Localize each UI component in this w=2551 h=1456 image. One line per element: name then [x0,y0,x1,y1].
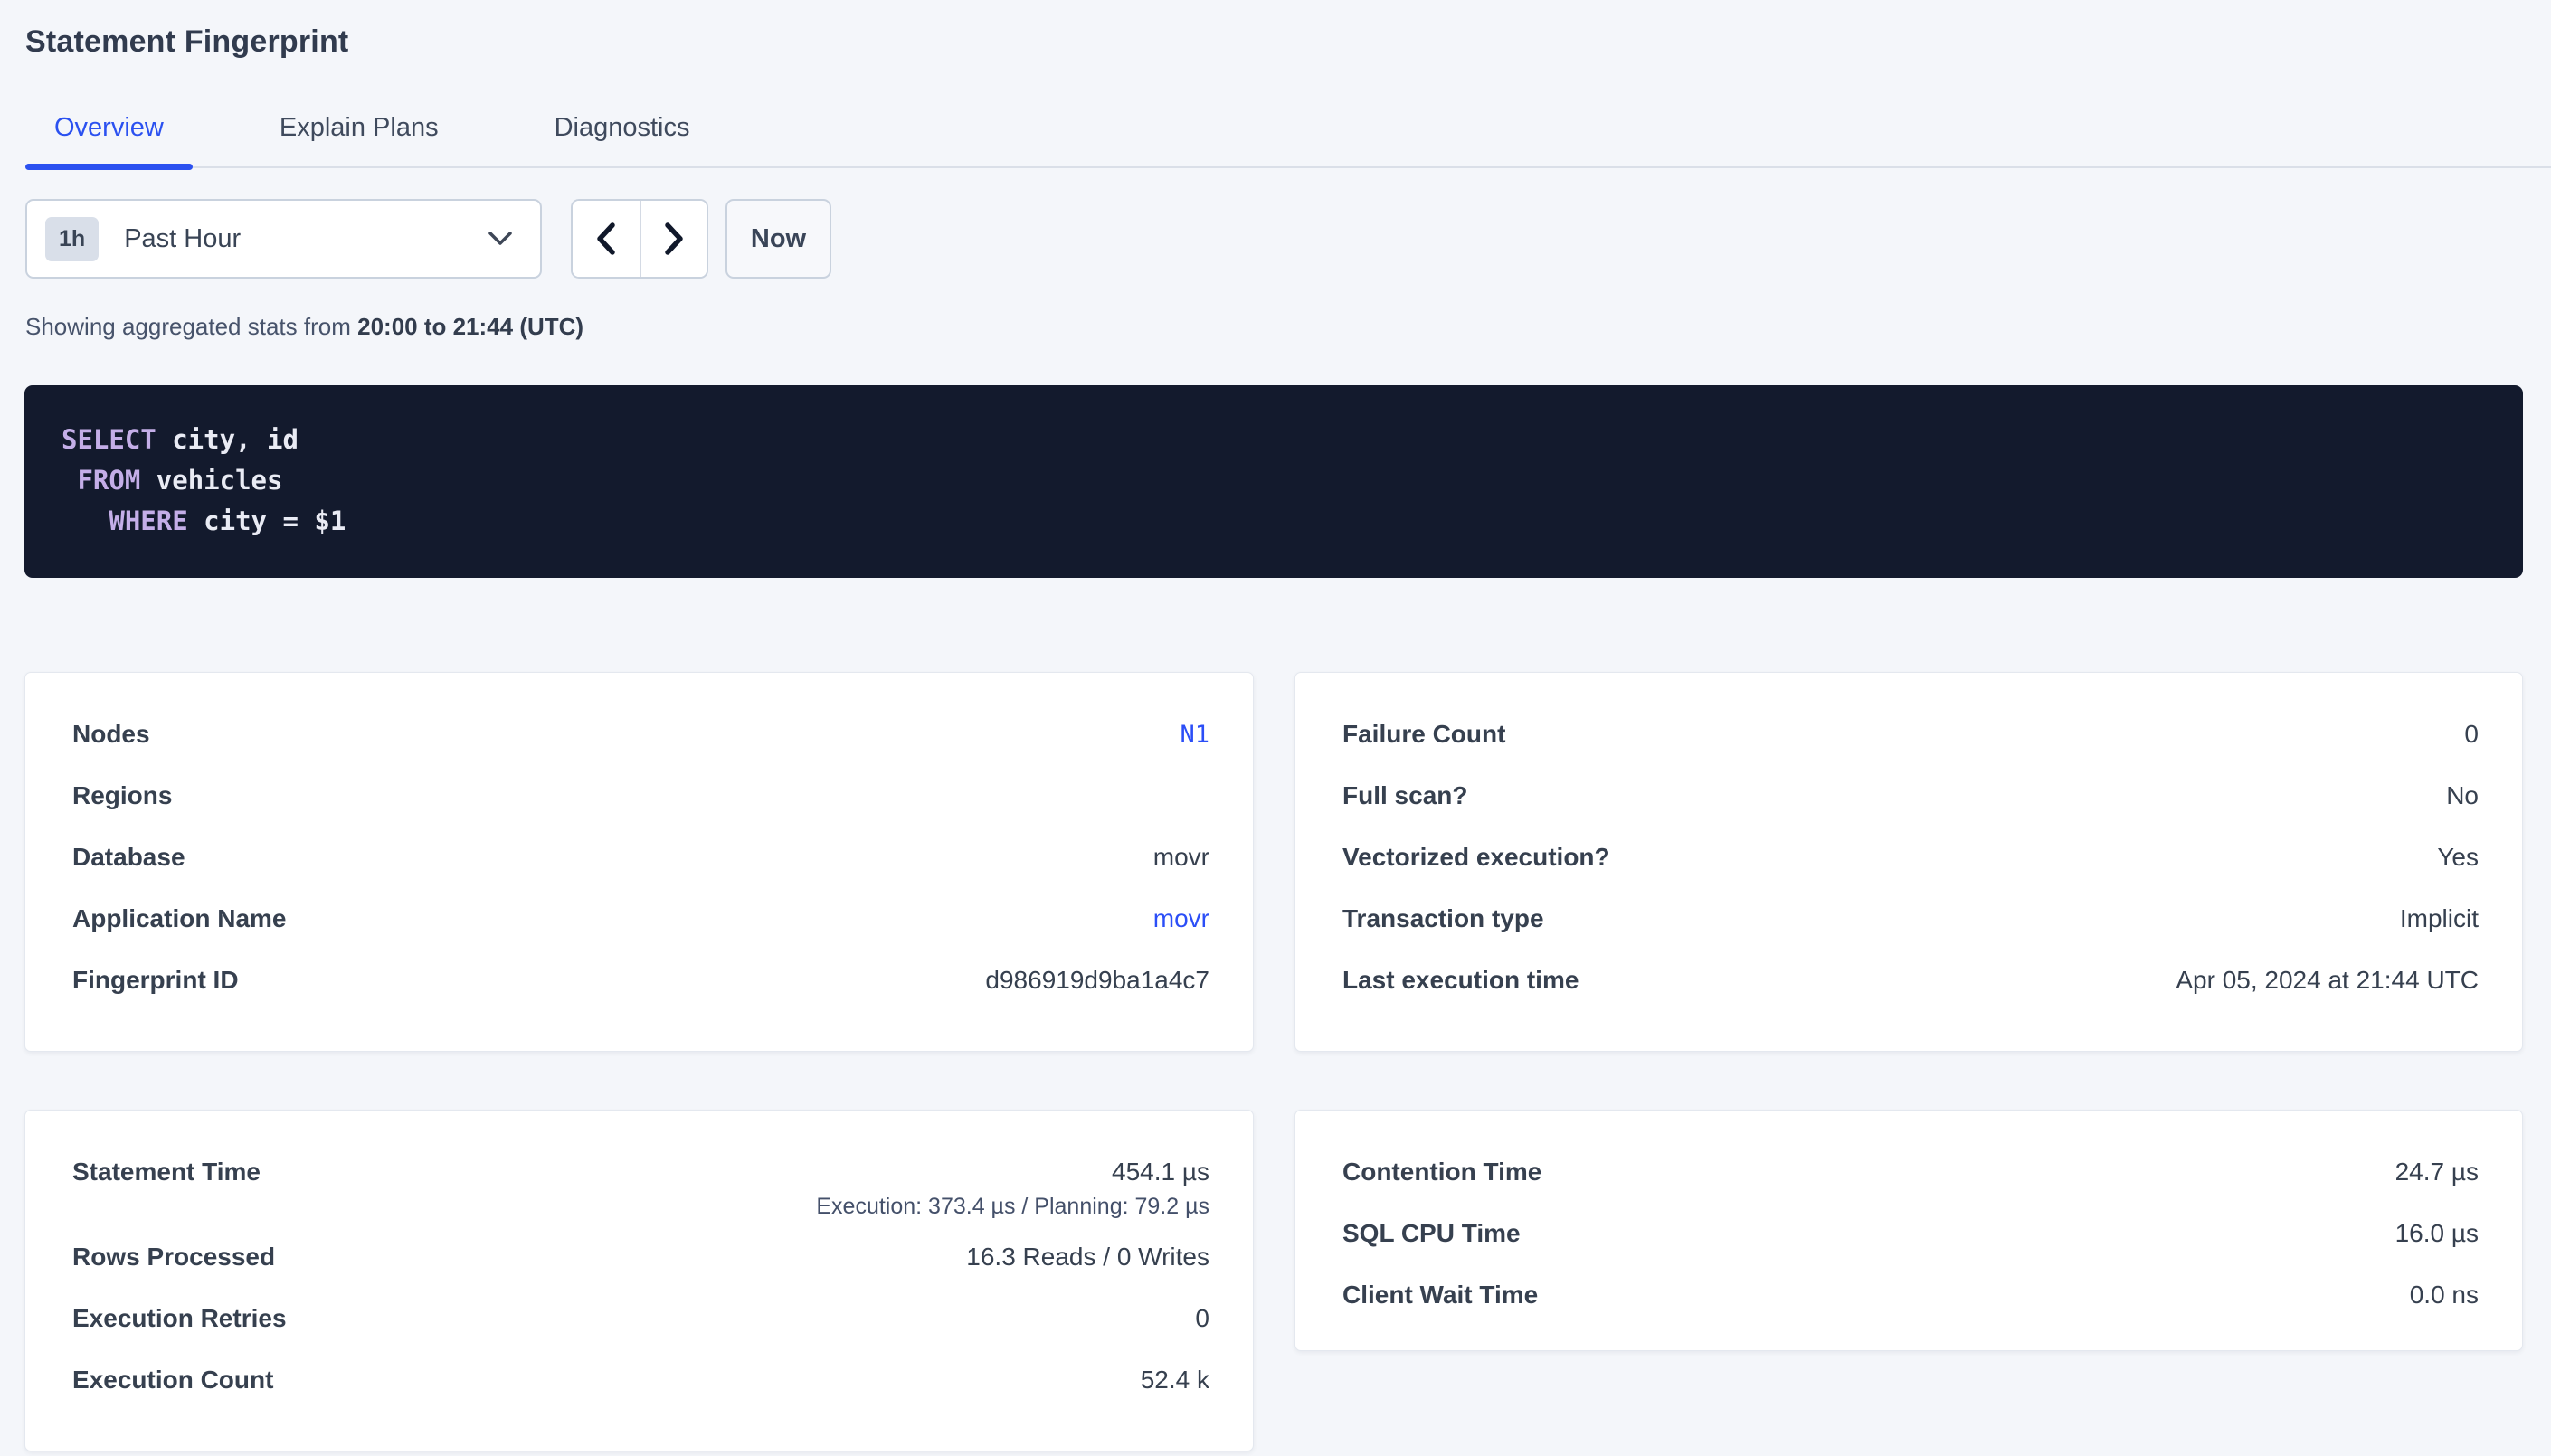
table-row: Application Name movr [72,888,1209,950]
row-value: 24.7 µs [2395,1158,2479,1186]
statement-time-value: 454.1 µs [1112,1158,1209,1186]
tab-explain-plans[interactable]: Explain Plans [279,113,439,142]
tab-diagnostics[interactable]: Diagnostics [554,113,690,142]
tab-overview[interactable]: Overview [25,101,193,170]
table-row: Execution Count 52.4 k [72,1349,1209,1411]
row-label: Execution Count [72,1366,274,1394]
row-label: Contention Time [1342,1158,1542,1186]
table-row: Nodes N1 [72,704,1209,765]
row-label: Execution Retries [72,1304,287,1332]
row-label: Vectorized execution? [1342,843,1610,871]
caption-prefix: Showing aggregated stats from [25,313,358,340]
table-row: Execution Retries 0 [72,1288,1209,1349]
row-value: 16.3 Reads / 0 Writes [966,1243,1209,1271]
row-value: 52.4 k [1140,1366,1209,1394]
table-row: Transaction type Implicit [1342,888,2479,950]
row-label: SQL CPU Time [1342,1219,1521,1247]
sql-text: city, id [156,424,299,455]
sql-text: vehicles [140,465,283,496]
row-label: Rows Processed [72,1243,276,1271]
row-label: Database [72,843,185,871]
sql-line: FROM vehicles [62,460,2487,501]
row-label: Application Name [72,904,287,932]
time-nav-group [571,199,708,279]
chevron-down-icon [488,231,513,247]
sql-indent [62,465,77,496]
row-value: movr [1152,843,1209,871]
prev-time-button[interactable] [573,201,640,277]
row-value: 0.0 ns [2409,1281,2479,1309]
sql-text: city = $1 [187,506,346,536]
row-label: Statement Time [72,1158,261,1186]
row-label: Nodes [72,720,150,748]
chevron-right-icon [664,222,684,256]
sql-keyword: SELECT [62,424,156,455]
table-row: Regions [72,765,1209,827]
sql-line: SELECT city, id [62,420,2487,460]
sql-keyword: FROM [77,465,141,496]
page-title: Statement Fingerprint [25,24,349,59]
table-row: Contention Time 24.7 µs [1342,1141,2479,1203]
next-time-button[interactable] [640,201,707,277]
tab-bar: Overview Explain Plans Diagnostics [25,101,2551,170]
row-label: Regions [72,781,173,809]
aggregated-stats-caption: Showing aggregated stats from 20:00 to 2… [25,313,2551,340]
row-label: Client Wait Time [1342,1281,1539,1309]
statement-time-card: Statement Time 454.1 µs Execution: 373.4… [24,1110,1254,1451]
time-range-dropdown[interactable]: 1h Past Hour [25,199,542,279]
row-label: Full scan? [1342,781,1468,809]
caption-time-range: 20:00 to 21:44 (UTC) [357,313,584,340]
table-row: Full scan? No [1342,765,2479,827]
row-value: 0 [1195,1304,1209,1332]
row-label: Last execution time [1342,966,1579,994]
now-button[interactable]: Now [725,199,831,279]
row-value: 16.0 µs [2395,1219,2479,1247]
row-value: Implicit [2399,904,2479,932]
sql-keyword: WHERE [109,506,188,536]
sql-statement-box: SELECT city, id FROM vehicles WHERE city… [24,385,2523,578]
sql-line: WHERE city = $1 [62,501,2487,542]
statement-fingerprint-page: Statement Fingerprint Overview Explain P… [0,24,2551,1451]
table-row: Fingerprint ID d986919d9ba1a4c7 [72,950,1209,1011]
row-label: Failure Count [1342,720,1506,748]
chevron-left-icon [596,222,616,256]
table-row: SQL CPU Time 16.0 µs [1342,1203,2479,1264]
resource-usage-card: Contention Time 24.7 µs SQL CPU Time 16.… [1294,1110,2523,1351]
row-label: Fingerprint ID [72,966,239,994]
execution-attributes-card: Failure Count 0 Full scan? No Vectorized… [1294,672,2523,1052]
table-row: Failure Count 0 [1342,704,2479,765]
row-value: Yes [2437,843,2479,871]
table-row: Vectorized execution? Yes [1342,827,2479,888]
statement-time-breakdown: Execution: 373.4 µs / Planning: 79.2 µs [816,1194,1209,1219]
last-execution-time-value: Apr 05, 2024 at 21:44 UTC [2176,966,2479,994]
table-row: Statement Time 454.1 µs [72,1141,1209,1203]
fingerprint-id-value: d986919d9ba1a4c7 [985,966,1209,994]
stats-cards-grid: Nodes N1 Regions Database movr Applicati… [24,672,2523,1451]
table-row: Database movr [72,827,1209,888]
time-picker-toolbar: 1h Past Hour Now [25,199,2551,279]
time-range-badge: 1h [45,216,100,261]
table-row: Client Wait Time 0.0 ns [1342,1264,2479,1326]
application-name-link[interactable]: movr [1152,904,1209,932]
row-value: No [2446,781,2479,809]
sql-indent [62,506,109,536]
row-value: 0 [2464,720,2479,748]
row-label: Transaction type [1342,904,1544,932]
table-row: Last execution time Apr 05, 2024 at 21:4… [1342,950,2479,1011]
time-range-label: Past Hour [124,223,242,253]
nodes-link[interactable]: N1 [1180,720,1209,749]
statement-details-card: Nodes N1 Regions Database movr Applicati… [24,672,1254,1052]
table-row: Rows Processed 16.3 Reads / 0 Writes [72,1226,1209,1288]
